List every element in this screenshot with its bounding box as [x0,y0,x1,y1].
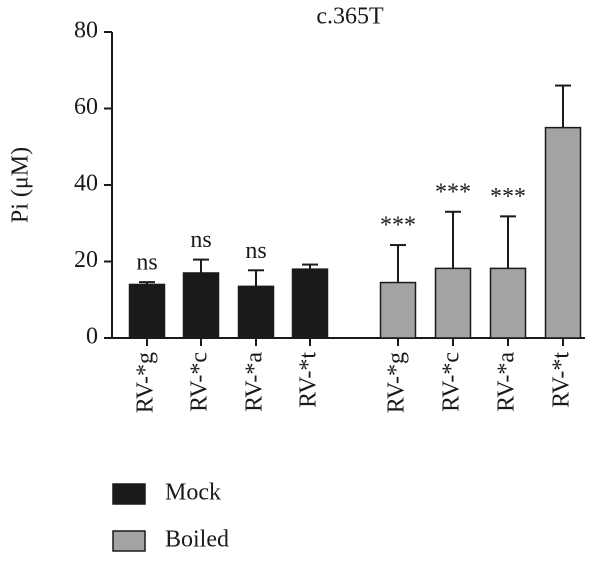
y-tick-label: 80 [74,18,98,44]
annotation: ns [245,238,266,264]
legend-swatch [112,530,146,552]
bar [237,285,275,339]
y-tick-label: 0 [86,324,98,350]
x-tick-label: RV-*c [187,352,213,412]
x-tick-label: RV-*g [133,352,159,413]
bar [291,268,329,339]
y-tick-label: 40 [74,171,98,197]
bar [544,126,582,339]
chart-title: c.365T [316,4,384,30]
annotation: *** [380,213,416,239]
annotation: ns [136,250,157,276]
annotation: *** [435,179,471,205]
bar [434,267,472,339]
bar [182,272,220,339]
x-tick-label: RV-*a [494,352,520,412]
y-axis-label: Pi (μM) [8,147,34,223]
x-tick-label: RV-*c [439,352,465,412]
y-tick-label: 20 [74,247,98,273]
x-tick-label: RV-*g [384,352,410,413]
bar [379,281,417,339]
annotation: *** [490,184,526,210]
bar [128,283,166,339]
legend-label: Mock [165,480,221,506]
bar [489,267,527,339]
y-tick-label: 60 [74,94,98,120]
legend-label: Boiled [165,527,229,553]
x-tick-label: RV-*a [242,352,268,412]
x-tick-label: RV-*t [549,352,575,408]
annotation: ns [190,227,211,253]
x-tick-label: RV-*t [296,352,322,408]
legend-swatch [112,483,146,505]
